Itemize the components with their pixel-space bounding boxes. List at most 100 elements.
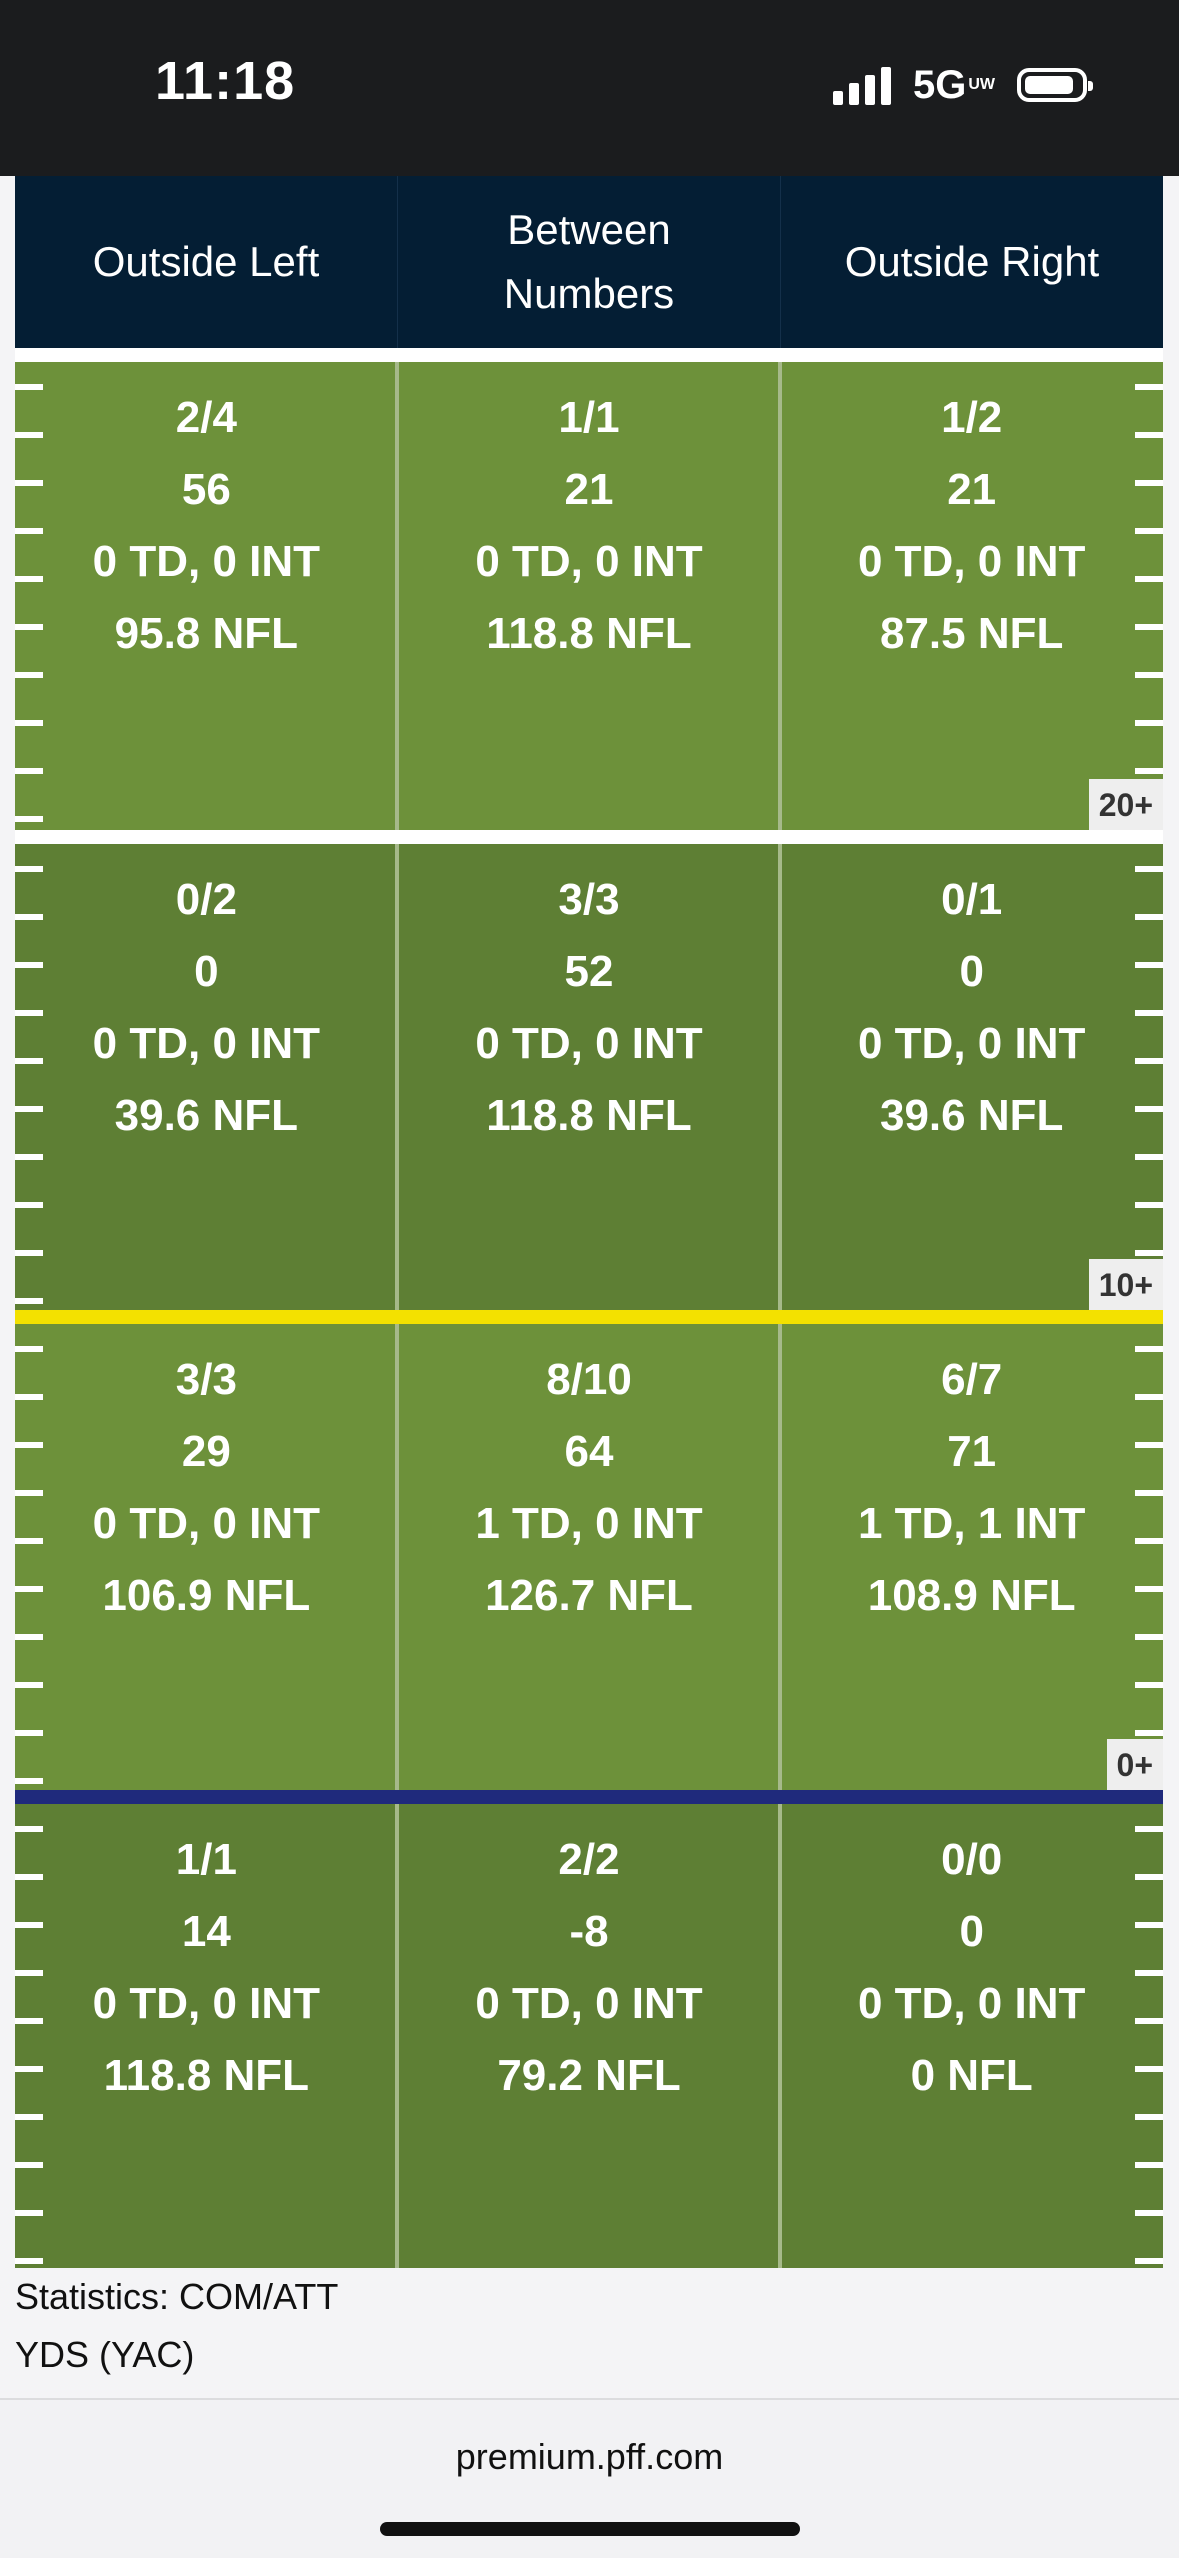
hash-mark xyxy=(15,2162,43,2168)
hash-marks-right xyxy=(1135,1324,1163,1790)
stat-td-int: 0 TD, 0 INT xyxy=(92,1979,321,2028)
stat-rating: 118.8 NFL xyxy=(486,609,692,658)
hash-mark xyxy=(1135,1154,1163,1160)
stat-comp-att: 2/2 xyxy=(558,1835,620,1884)
hash-mark xyxy=(1135,914,1163,920)
hash-mark xyxy=(15,1970,43,1976)
hash-mark xyxy=(1135,768,1163,774)
zone-row-short: 3/3 29 0 TD, 0 INT 106.9 NFL 8/10 64 1 TD, 0 I… xyxy=(15,1324,1163,1790)
hash-mark xyxy=(15,624,43,630)
zone-row-deep: 2/4 56 0 TD, 0 INT 95.8 NFL 1/1 21 0 TD, 0 INT… xyxy=(15,362,1163,830)
yard-marker-label: 10+ xyxy=(1088,1259,1163,1310)
hash-mark xyxy=(1135,2258,1163,2264)
stat-comp-att: 1/1 xyxy=(558,393,620,442)
hash-mark xyxy=(15,2258,43,2264)
hash-mark xyxy=(15,1874,43,1880)
hash-mark xyxy=(1135,528,1163,534)
stat-rating: 87.5 NFL xyxy=(879,609,1064,658)
stat-td-int: 0 TD, 0 INT xyxy=(857,1979,1086,2028)
hash-mark xyxy=(15,1490,43,1496)
stat-yards: 21 xyxy=(564,465,614,514)
stat-rating: 0 NFL xyxy=(910,2051,1033,2100)
line-of-scrimmage xyxy=(15,1790,1163,1804)
network-label: 5G xyxy=(912,62,967,107)
zone-separator xyxy=(15,830,1163,844)
stat-comp-att: 1/2 xyxy=(941,393,1003,442)
stat-yards: 0 xyxy=(959,947,984,996)
stat-yards: -8 xyxy=(569,1907,609,1956)
stat-td-int: 0 TD, 0 INT xyxy=(92,1499,321,1548)
zone-cell-outside-right: 0/1 0 0 TD, 0 INT 39.6 NFL xyxy=(780,844,1163,1310)
url-label[interactable]: premium.pff.com xyxy=(455,2436,724,2477)
hash-mark xyxy=(15,1106,43,1112)
column-divider xyxy=(778,362,782,830)
hash-mark xyxy=(15,1154,43,1160)
hash-mark xyxy=(1135,1586,1163,1592)
column-divider xyxy=(395,1324,399,1790)
zone-column-header: Outside Left Between Numbers Outside Rig… xyxy=(15,176,1163,348)
hash-mark xyxy=(15,1010,43,1016)
hash-mark xyxy=(15,1778,43,1784)
header-outside-right: Outside Right xyxy=(780,176,1163,348)
hash-mark xyxy=(15,1730,43,1736)
hash-mark xyxy=(15,1202,43,1208)
hash-mark xyxy=(15,576,43,582)
stat-rating: 79.2 NFL xyxy=(497,2051,681,2100)
hash-mark xyxy=(15,528,43,534)
stat-td-int: 0 TD, 0 INT xyxy=(92,537,321,586)
hash-mark xyxy=(1135,1250,1163,1256)
hash-mark xyxy=(1135,624,1163,630)
signal-strength-icon xyxy=(832,65,891,105)
yard-marker-label: 0+ xyxy=(1106,1739,1163,1790)
hash-mark xyxy=(15,720,43,726)
stat-yards: 0 xyxy=(959,1907,984,1956)
stat-comp-att: 0/2 xyxy=(175,875,237,924)
hash-mark xyxy=(1135,1826,1163,1832)
hash-mark xyxy=(1135,1922,1163,1928)
hash-mark xyxy=(1135,1346,1163,1352)
hash-mark xyxy=(15,384,43,390)
yard-marker-label: 20+ xyxy=(1088,779,1163,830)
zone-cell-outside-right: 6/7 71 1 TD, 1 INT 108.9 NFL xyxy=(780,1324,1163,1790)
stat-comp-att: 3/3 xyxy=(558,875,620,924)
browser-address-bar[interactable]: premium.pff.com xyxy=(0,2398,1179,2558)
zone-cell-outside-right: 0/0 0 0 TD, 0 INT 0 NFL xyxy=(780,1804,1163,2268)
hash-mark xyxy=(15,1634,43,1640)
hash-mark xyxy=(1135,1010,1163,1016)
hash-mark xyxy=(15,2210,43,2216)
stat-comp-att: 2/4 xyxy=(175,393,237,442)
hash-mark xyxy=(1135,720,1163,726)
stat-comp-att: 0/1 xyxy=(941,875,1003,924)
zone-row-behind-los: 1/1 14 0 TD, 0 INT 118.8 NFL 2/2 -8 0 TD, 0 IN… xyxy=(15,1804,1163,2268)
status-bar: 11:18 5G UW xyxy=(0,0,1179,176)
stat-comp-att: 0/0 xyxy=(941,1835,1003,1884)
hash-marks-right xyxy=(1135,844,1163,1310)
hash-mark xyxy=(15,1250,43,1256)
stat-td-int: 0 TD, 0 INT xyxy=(92,1019,321,1068)
legend-line-1: Statistics: COM/ATT xyxy=(15,2276,339,2317)
hash-mark xyxy=(1135,1442,1163,1448)
stat-yards: 0 xyxy=(194,947,219,996)
zone-cell-between-numbers: 1/1 21 0 TD, 0 INT 118.8 NFL xyxy=(398,362,781,830)
column-divider xyxy=(395,844,399,1310)
hash-mark xyxy=(15,1586,43,1592)
hash-mark xyxy=(1135,2066,1163,2072)
status-indicators: 5G UW xyxy=(832,60,1093,110)
stat-td-int: 0 TD, 0 INT xyxy=(857,537,1086,586)
hash-marks-left xyxy=(15,1324,43,1790)
stat-td-int: 0 TD, 0 INT xyxy=(475,537,703,586)
stat-yards: 14 xyxy=(181,1907,231,1956)
hash-mark xyxy=(15,480,43,486)
zone-cell-outside-left: 1/1 14 0 TD, 0 INT 118.8 NFL xyxy=(15,1804,398,2268)
hash-mark xyxy=(1135,1874,1163,1880)
hash-mark xyxy=(1135,1730,1163,1736)
hash-mark xyxy=(15,1058,43,1064)
stat-rating: 95.8 NFL xyxy=(114,609,299,658)
hash-mark xyxy=(15,1394,43,1400)
home-indicator[interactable] xyxy=(380,2522,800,2536)
stat-rating: 126.7 NFL xyxy=(485,1571,693,1620)
stat-yards: 21 xyxy=(947,465,997,514)
column-divider xyxy=(778,1804,782,2268)
hash-mark xyxy=(1135,1682,1163,1688)
hash-mark xyxy=(15,1826,43,1832)
